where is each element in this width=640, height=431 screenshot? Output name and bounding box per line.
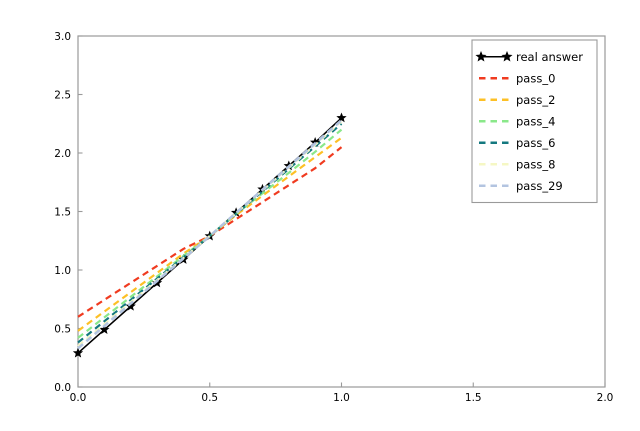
y-tick-label: 3.0 (54, 31, 71, 43)
legend-star-marker (501, 50, 513, 62)
y-tick-label: 2.5 (54, 89, 71, 101)
y-tick-label: 2.0 (54, 148, 71, 160)
legend-label: pass_2 (516, 93, 555, 107)
legend-label: pass_4 (516, 114, 555, 128)
legend-label: pass_0 (516, 71, 555, 85)
series-line-pass-29 (77, 119, 343, 350)
data-lines (72, 112, 347, 358)
y-tick-label: 1.5 (54, 206, 71, 218)
x-tick-label: 1.0 (333, 392, 350, 404)
y-tick-label: 1.0 (54, 265, 71, 277)
legend[interactable]: real answer pass_0 pass_2 pass_4 pass_6 pass_… (471, 39, 598, 204)
legend-label: pass_8 (516, 157, 555, 171)
y-tick-label: 0.0 (54, 382, 71, 394)
y-tick-label: 0.5 (54, 323, 71, 335)
legend-label: real answer (516, 50, 583, 64)
legend-label: pass_6 (516, 136, 555, 150)
legend-label: pass_29 (516, 179, 563, 193)
star-marker (99, 324, 110, 335)
x-tick-label: 0.0 (70, 392, 87, 404)
legend-star-marker (475, 50, 487, 62)
star-marker (336, 112, 347, 123)
x-tick-label: 1.5 (465, 392, 482, 404)
x-tick-label: 2.0 (597, 392, 614, 404)
star-marker (125, 300, 136, 311)
x-tick-label: 0.5 (201, 392, 218, 404)
series-line-pass-6 (77, 122, 343, 344)
star-marker (72, 347, 84, 358)
